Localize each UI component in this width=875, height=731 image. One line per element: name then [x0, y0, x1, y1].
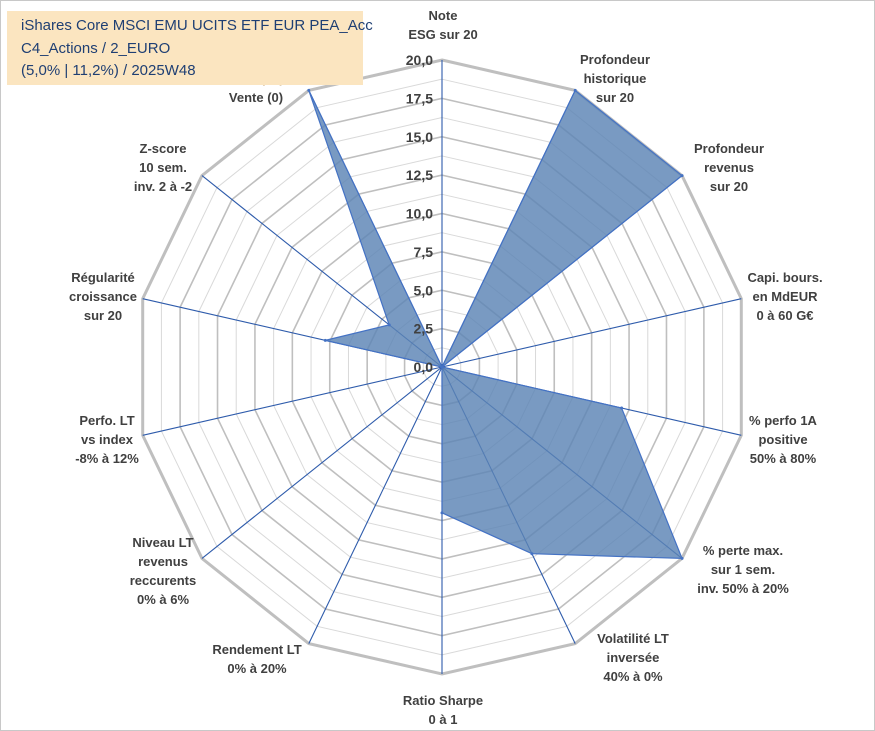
axis-label-line: positive [758, 432, 807, 447]
series-point [307, 88, 311, 92]
axis-label: Profondeur revenus sur 20 [694, 141, 764, 194]
axis-label-line: 0 à 60 G€ [756, 308, 813, 323]
axis-label-line: Niveau LT [132, 535, 193, 550]
axis-label-line: Profondeur [580, 52, 650, 67]
axis-label-line: 0% à 20% [227, 661, 287, 676]
axis-spoke [201, 366, 443, 559]
series-point [680, 174, 684, 178]
axis-label-line: Volatilité LT [597, 631, 669, 646]
axis-label-line: Capi. bours. [747, 270, 822, 285]
tick-label: 2,5 [414, 321, 434, 337]
axis-label-line: Vente (0) [229, 90, 283, 105]
axis-label-line: 10 sem. [139, 160, 187, 175]
axis-label-line: sur 1 sem. [711, 562, 775, 577]
axis-label-line: Ratio Sharpe [403, 693, 483, 708]
series-point [323, 338, 327, 342]
axis-label-line: inv. 2 à -2 [134, 179, 192, 194]
axis-label-line: Rendement LT [212, 642, 301, 657]
tick-label: 10,0 [406, 206, 433, 222]
axis-label: % perte max. sur 1 sem. inv. 50% à 20% [697, 543, 789, 596]
tick-label: 0,0 [414, 359, 434, 375]
axis-label-line: sur 20 [596, 90, 634, 105]
tick-label: 5,0 [414, 282, 434, 298]
radar-series [307, 88, 684, 560]
axis-label: Niveau LT revenus reccurents 0% à 6% [130, 535, 196, 607]
series-point [620, 406, 624, 410]
axis-label: Ratio Sharpe 0 à 1 [403, 693, 483, 727]
chart-title-line-2: C4_Actions / 2_EURO [21, 40, 171, 57]
axis-label-line: Note [429, 8, 458, 23]
chart-title-line-3: (5,0% | 11,2%) / 2025W48 [21, 62, 196, 79]
axis-label: Perfo. LT vs index -8% à 12% [75, 413, 139, 466]
axis-label-line: sur 20 [710, 179, 748, 194]
axis-label-line: historique [584, 71, 647, 86]
axis-label: Volatilité LT inversée 40% à 0% [597, 631, 669, 684]
axis-label-line: Profondeur [694, 141, 764, 156]
series-point [573, 88, 577, 92]
chart-title-box: iShares Core MSCI EMU UCITS ETF EUR PEA_… [7, 11, 373, 85]
axis-label-line: revenus [704, 160, 754, 175]
axis-label-line: 0 à 1 [429, 712, 458, 727]
tick-label: 7,5 [414, 244, 434, 260]
axis-label-line: Z-score [140, 141, 187, 156]
axis-label: Z-score 10 sem. inv. 2 à -2 [134, 141, 192, 194]
axis-label-line: croissance [69, 289, 137, 304]
axis-label-line: inv. 50% à 20% [697, 581, 789, 596]
axis-label-line: revenus [138, 554, 188, 569]
chart-title-line-1: iShares Core MSCI EMU UCITS ETF EUR PEA_… [21, 17, 373, 34]
axis-label-line: ESG sur 20 [408, 27, 477, 42]
axis-label-line: inversée [607, 650, 660, 665]
series-point [680, 556, 684, 560]
tick-label: 15,0 [406, 129, 433, 145]
axis-spoke [441, 298, 742, 368]
axis-label-line: % perfo 1A [749, 413, 818, 428]
axis-label-line: 0% à 6% [137, 592, 189, 607]
axis-label-line: -8% à 12% [75, 451, 139, 466]
axis-label-line: en MdEUR [753, 289, 819, 304]
axis-label-line: Régularité [71, 270, 135, 285]
tick-label: 17,5 [406, 90, 433, 106]
series-point [440, 511, 444, 515]
series-area [308, 89, 683, 560]
axis-label-line: 50% à 80% [750, 451, 817, 466]
axis-label: Note ESG sur 20 [408, 8, 477, 42]
axis-label-line: Perfo. LT [79, 413, 134, 428]
series-point [387, 323, 391, 327]
radar-tick-labels: 0,0 2,5 5,0 7,5 10,0 12,5 15,0 17,5 20,0 [406, 52, 433, 375]
axis-label: Capi. bours. en MdEUR 0 à 60 G€ [747, 270, 822, 323]
axis-label: Rendement LT 0% à 20% [212, 642, 301, 676]
axis-label-line: % perte max. [703, 543, 783, 558]
series-point [530, 552, 534, 556]
tick-label: 12,5 [406, 167, 433, 183]
series-point [440, 365, 444, 369]
axis-label-line: vs index [81, 432, 134, 447]
axis-label: % perfo 1A positive 50% à 80% [749, 413, 818, 466]
axis-label-line: sur 20 [84, 308, 122, 323]
axis-label: Régularité croissance sur 20 [69, 270, 137, 323]
axis-spoke [142, 366, 443, 436]
tick-label: 20,0 [406, 52, 433, 68]
axis-label: Profondeur historique sur 20 [580, 52, 650, 105]
axis-label-line: 40% à 0% [603, 669, 663, 684]
axis-label-line: reccurents [130, 573, 196, 588]
axis-spoke [308, 366, 443, 644]
